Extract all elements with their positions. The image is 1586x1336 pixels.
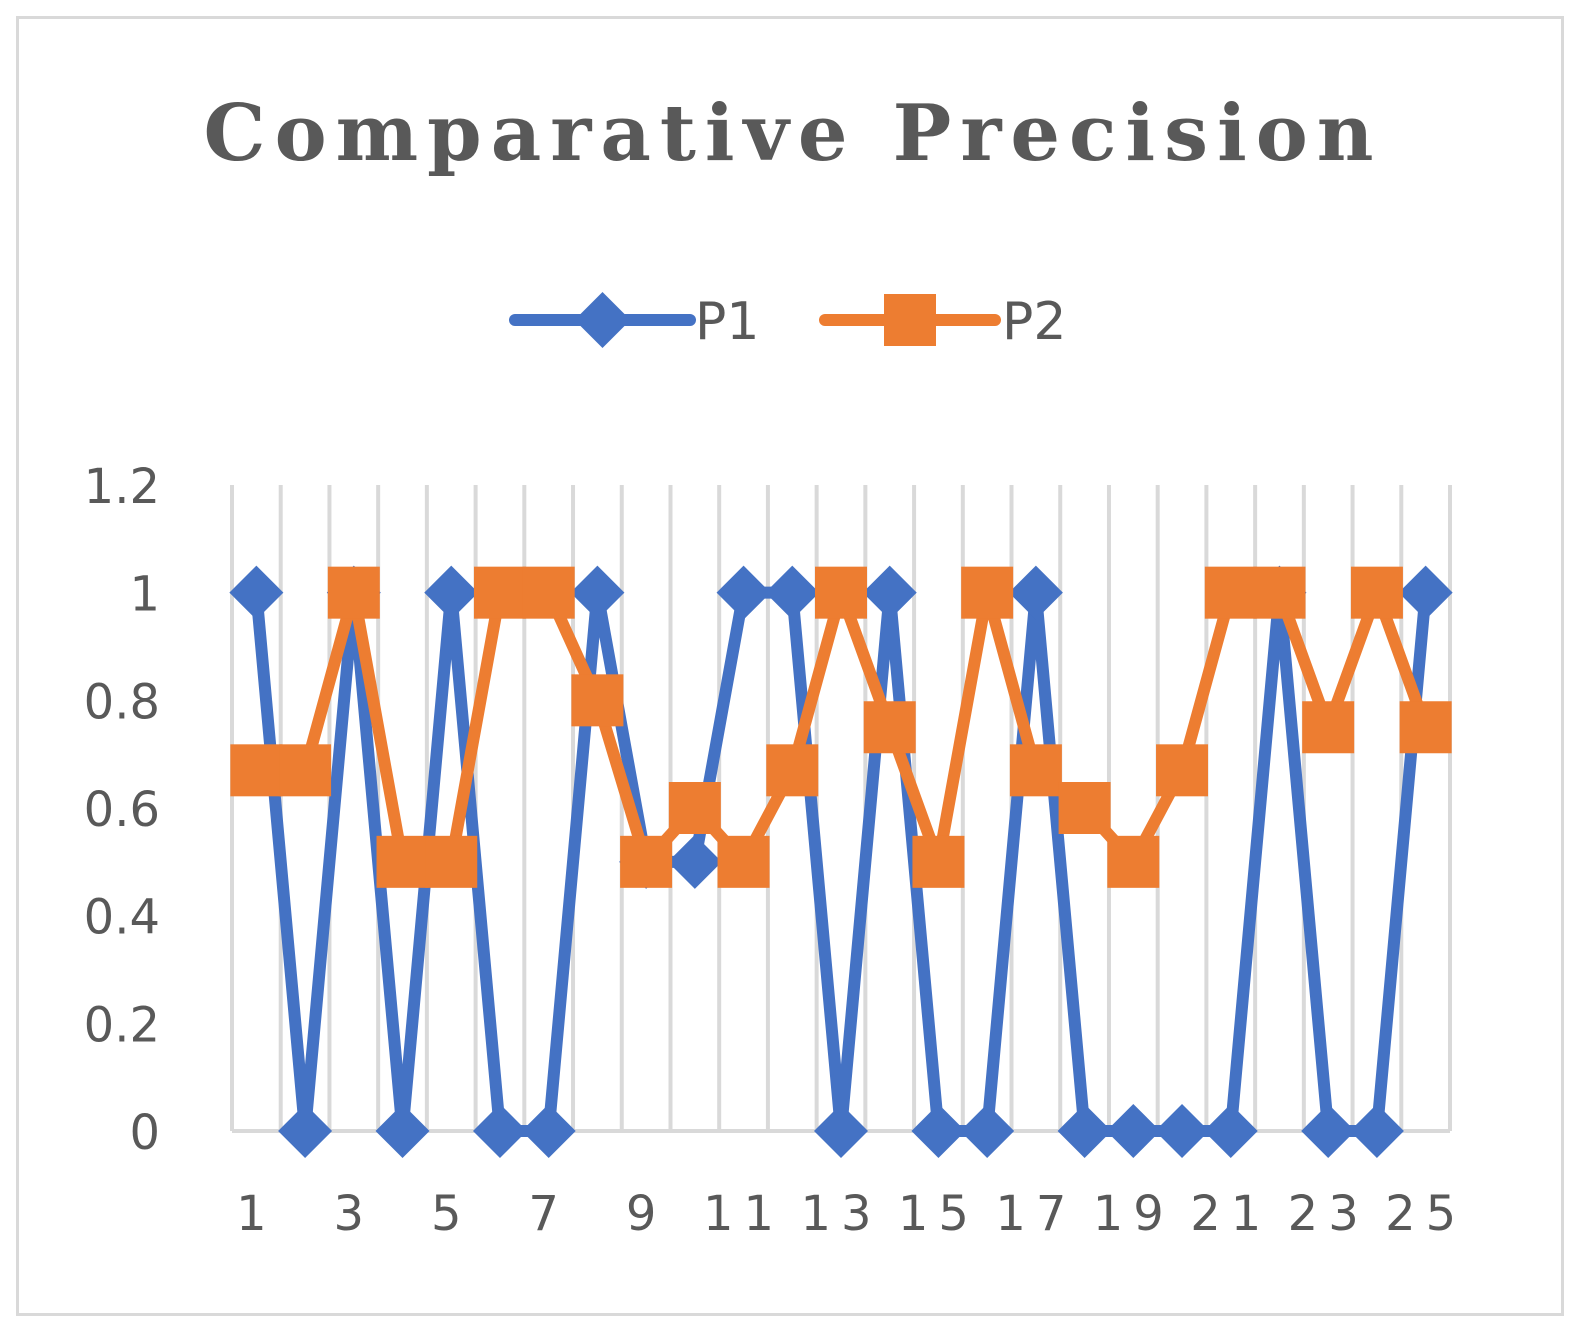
data-point-p1 bbox=[1301, 1104, 1356, 1158]
data-point-p1 bbox=[1057, 1104, 1112, 1158]
data-point-p1 bbox=[814, 1104, 868, 1158]
x-tick-label: 21 bbox=[1190, 1186, 1271, 1242]
data-point-p2 bbox=[1107, 835, 1160, 888]
y-tick-label: 0.4 bbox=[84, 890, 160, 946]
data-point-p2 bbox=[1156, 744, 1209, 797]
legend-label: P2 bbox=[1002, 292, 1066, 352]
y-tick-label: 0.8 bbox=[84, 674, 160, 730]
data-point-p1 bbox=[667, 834, 722, 889]
data-point-p1 bbox=[1349, 1104, 1404, 1158]
y-axis-ticks: 0 0.2 0.4 0.6 0.8 1 1.2 bbox=[84, 459, 160, 1161]
data-point-p1 bbox=[521, 1104, 576, 1158]
data-point-p2 bbox=[912, 835, 965, 888]
legend-label: P1 bbox=[695, 292, 759, 352]
data-point-p2 bbox=[1009, 744, 1062, 797]
data-point-p1 bbox=[911, 1104, 966, 1158]
y-tick-label: 1.2 bbox=[84, 459, 160, 515]
data-point-p2 bbox=[571, 674, 624, 727]
x-tick-label: 15 bbox=[898, 1186, 979, 1242]
legend-item-p1: P1 bbox=[509, 292, 759, 352]
data-point-p2 bbox=[1204, 566, 1257, 619]
data-point-p2 bbox=[1058, 782, 1111, 834]
data-point-p1 bbox=[472, 1104, 527, 1158]
data-point-p1 bbox=[1106, 1104, 1161, 1158]
x-tick-label: 19 bbox=[1093, 1186, 1174, 1242]
data-point-p1 bbox=[570, 565, 625, 620]
x-tick-label: 25 bbox=[1385, 1186, 1466, 1242]
x-tick-label: 9 bbox=[626, 1186, 667, 1242]
y-tick-label: 0.2 bbox=[84, 997, 160, 1053]
data-point-p2 bbox=[961, 566, 1014, 619]
data-point-p1 bbox=[278, 1104, 333, 1158]
data-point-p1 bbox=[229, 565, 284, 620]
y-tick-label: 1 bbox=[129, 567, 160, 623]
legend-marker bbox=[574, 292, 631, 348]
data-point-p1 bbox=[1155, 1104, 1210, 1158]
data-point-p2 bbox=[376, 835, 429, 888]
data-point-p1 bbox=[375, 1104, 430, 1158]
data-point-p2 bbox=[863, 701, 916, 754]
x-tick-label: 5 bbox=[431, 1186, 472, 1242]
y-tick-label: 0.6 bbox=[84, 782, 160, 838]
x-tick-label: 11 bbox=[703, 1186, 784, 1242]
data-point-p2 bbox=[522, 566, 575, 619]
data-point-p2 bbox=[717, 835, 770, 888]
data-point-p1 bbox=[862, 565, 917, 620]
data-point-p1 bbox=[960, 1104, 1015, 1158]
x-tick-label: 23 bbox=[1288, 1186, 1369, 1242]
data-point-p2 bbox=[1302, 701, 1355, 754]
data-point-p2 bbox=[473, 566, 526, 619]
data-point-p1 bbox=[424, 565, 479, 620]
data-point-p2 bbox=[1253, 566, 1306, 619]
x-tick-label: 13 bbox=[800, 1186, 881, 1242]
x-tick-label: 3 bbox=[334, 1186, 375, 1242]
x-tick-label: 1 bbox=[236, 1186, 277, 1242]
data-point-p2 bbox=[620, 835, 673, 888]
legend: P1 P2 bbox=[509, 292, 1066, 352]
data-point-p1 bbox=[1008, 565, 1063, 620]
data-point-p1 bbox=[1398, 565, 1453, 620]
data-point-p2 bbox=[1399, 701, 1452, 754]
x-tick-label: 7 bbox=[528, 1186, 569, 1242]
data-point-p2 bbox=[327, 566, 380, 619]
x-axis-ticks: 1 3 5 7 9 11 13 15 17 19 21 23 25 bbox=[236, 1186, 1466, 1242]
series-p2 bbox=[230, 566, 1452, 888]
y-tick-label: 0 bbox=[129, 1105, 160, 1161]
legend-item-p2: P2 bbox=[819, 292, 1066, 352]
data-point-p2 bbox=[279, 744, 332, 797]
data-point-p2 bbox=[1350, 566, 1403, 619]
chart-title: Comparative Precision bbox=[203, 88, 1383, 179]
data-point-p1 bbox=[765, 565, 820, 620]
data-point-p2 bbox=[230, 744, 283, 797]
data-point-p1 bbox=[716, 565, 771, 620]
data-point-p2 bbox=[668, 782, 721, 834]
data-point-p2 bbox=[425, 835, 478, 888]
legend-marker bbox=[884, 294, 936, 346]
data-point-p2 bbox=[766, 744, 819, 797]
x-tick-label: 17 bbox=[995, 1186, 1076, 1242]
data-point-p2 bbox=[815, 566, 867, 619]
series-layer bbox=[229, 565, 1453, 1158]
data-point-p1 bbox=[1203, 1104, 1258, 1158]
